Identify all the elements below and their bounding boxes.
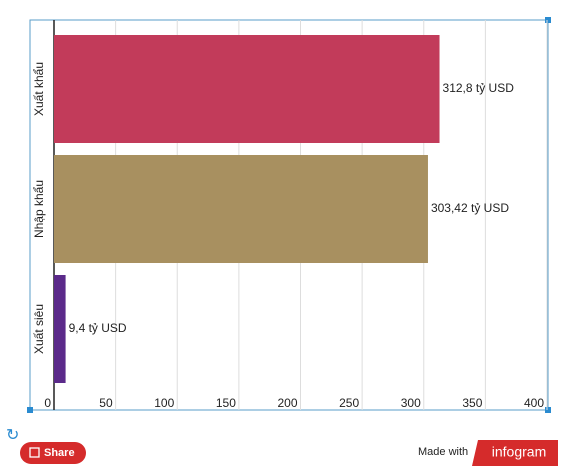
value-label: 9,4 tỷ USD — [69, 321, 127, 335]
frame — [29, 19, 549, 411]
handle — [545, 407, 551, 413]
bar — [54, 35, 440, 143]
x-tick-label: 350 — [462, 396, 482, 410]
handle — [27, 407, 33, 413]
x-tick-label: 150 — [216, 396, 236, 410]
brand[interactable]: infogram — [492, 444, 546, 460]
y-tick-label: Xuất siêu — [32, 304, 46, 354]
share-button[interactable]: Share — [20, 442, 86, 464]
brand-bg[interactable] — [472, 440, 558, 466]
x-tick-label: 50 — [99, 396, 113, 410]
bar — [54, 275, 66, 383]
x-tick-label: 100 — [154, 396, 174, 410]
share-icon — [29, 447, 40, 458]
value-label: 312,8 tỷ USD — [443, 81, 515, 95]
x-tick-label: 300 — [401, 396, 421, 410]
x-tick-label: 0 — [44, 396, 51, 410]
x-tick-label: 400 — [524, 396, 544, 410]
x-tick-label: 200 — [277, 396, 297, 410]
handle — [545, 17, 551, 23]
value-label: 303,42 tỷ USD — [431, 201, 509, 215]
made-with: Made with — [418, 446, 468, 458]
y-tick-label: Xuất khẩu — [32, 62, 46, 116]
refresh-icon[interactable]: ↻ — [6, 427, 19, 444]
y-tick-label: Nhập khẩu — [32, 180, 46, 238]
bar — [54, 155, 428, 263]
share-label[interactable]: Share — [44, 447, 75, 459]
plot: 0 50 100 150 200 250 300 350 400 Xuất khẩu 312,8 t… — [32, 20, 548, 410]
x-tick-label: 250 — [339, 396, 359, 410]
